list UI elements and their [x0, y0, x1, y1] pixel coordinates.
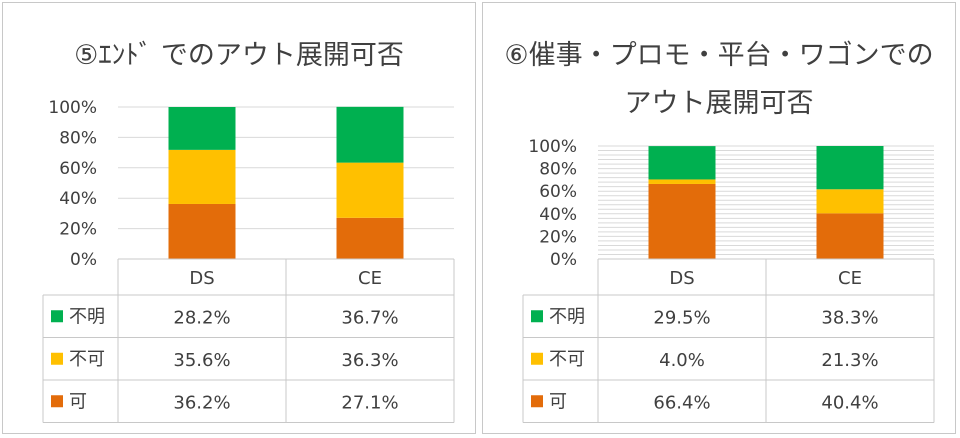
- data-label: 27.1%: [341, 392, 398, 413]
- series-name: 不明: [549, 306, 585, 327]
- y-tick-label: 20%: [59, 220, 97, 240]
- bar-segment: [816, 189, 884, 214]
- bar-segment: [168, 107, 236, 150]
- data-label: 36.3%: [341, 350, 398, 371]
- bar-segment: [168, 203, 236, 259]
- y-tick-label: 80%: [59, 128, 97, 148]
- chart-panel-end: ⑤ｴﾝﾄﾞ でのアウト展開可否 0% 20% 40% 60% 80% 100% DS CE 不明…: [2, 2, 476, 434]
- y-tick-label: 60%: [59, 159, 97, 179]
- bar-segment: [168, 149, 236, 204]
- category-label: CE: [358, 268, 382, 289]
- legend-key: [531, 310, 543, 323]
- bar-segment: [336, 162, 404, 218]
- legend-key: [51, 310, 63, 323]
- y-tick-label: 60%: [539, 182, 577, 202]
- chart-title-line-2: アウト展開可否: [624, 88, 814, 119]
- chart-title: ⑤ｴﾝﾄﾞ でのアウト展開可否: [74, 40, 404, 71]
- data-label: 4.0%: [659, 350, 705, 371]
- y-tick-label: 80%: [539, 160, 577, 180]
- bar-segment: [648, 183, 716, 259]
- chart-plot: 0% 20%40% 60%80% 100% DS CE 不明 29.5% 38.3% 不可 4.0%…: [522, 137, 935, 423]
- legend-key: [531, 395, 543, 408]
- bar-segment: [648, 146, 716, 180]
- series-name: 可: [69, 391, 87, 412]
- chart-plot: 0% 20% 40% 60% 80% 100% DS CE 不明 28.2% 36.7% 不可 35.6…: [42, 98, 455, 423]
- series-name: 可: [549, 391, 567, 412]
- category-label: CE: [838, 268, 862, 289]
- category-label: DS: [189, 268, 214, 289]
- data-label: 40.4%: [821, 392, 878, 413]
- legend-key: [531, 352, 543, 365]
- data-label: 36.7%: [341, 307, 398, 328]
- bar-segment: [336, 106, 404, 163]
- data-label: 38.3%: [821, 307, 878, 328]
- y-tick-label: 20%: [539, 227, 577, 247]
- data-label: 35.6%: [173, 350, 230, 371]
- data-label: 29.5%: [653, 307, 710, 328]
- y-tick-label: 40%: [539, 205, 577, 225]
- data-label: 28.2%: [173, 307, 230, 328]
- data-label: 66.4%: [653, 392, 710, 413]
- series-name: 不可: [549, 349, 585, 370]
- y-tick-label: 100%: [528, 137, 577, 157]
- legend-key: [51, 352, 63, 365]
- bar-segment: [816, 146, 884, 190]
- data-label: 21.3%: [821, 350, 878, 371]
- bar-segment: [336, 217, 404, 259]
- chart-panel-promo: ⑥催事・プロモ・平台・ワゴンでの アウト展開可否 0% 20% 40% 60% 80% 1…: [482, 2, 956, 434]
- series-name: 不明: [69, 306, 105, 327]
- y-tick-label: 40%: [59, 189, 97, 209]
- data-label: 36.2%: [173, 392, 230, 413]
- series-name: 不可: [69, 349, 105, 370]
- y-tick-label: 0%: [70, 250, 97, 270]
- chart-title-line-1: ⑥催事・プロモ・平台・ワゴンでの: [504, 40, 934, 71]
- y-tick-label: 100%: [48, 98, 97, 118]
- bar-segment: [648, 179, 716, 184]
- legend-key: [51, 395, 63, 408]
- category-label: DS: [669, 268, 694, 289]
- y-tick-label: 0%: [550, 250, 577, 270]
- bar-segment: [816, 213, 884, 259]
